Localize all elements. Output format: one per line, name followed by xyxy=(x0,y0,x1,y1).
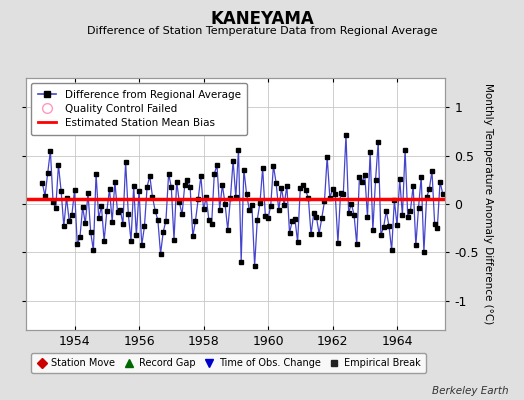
Y-axis label: Monthly Temperature Anomaly Difference (°C): Monthly Temperature Anomaly Difference (… xyxy=(483,83,493,325)
Legend: Station Move, Record Gap, Time of Obs. Change, Empirical Break: Station Move, Record Gap, Time of Obs. C… xyxy=(31,354,425,373)
Text: Difference of Station Temperature Data from Regional Average: Difference of Station Temperature Data f… xyxy=(87,26,437,36)
Legend: Difference from Regional Average, Quality Control Failed, Estimated Station Mean: Difference from Regional Average, Qualit… xyxy=(31,83,247,135)
Text: Berkeley Earth: Berkeley Earth xyxy=(432,386,508,396)
Text: KANEYAMA: KANEYAMA xyxy=(210,10,314,28)
